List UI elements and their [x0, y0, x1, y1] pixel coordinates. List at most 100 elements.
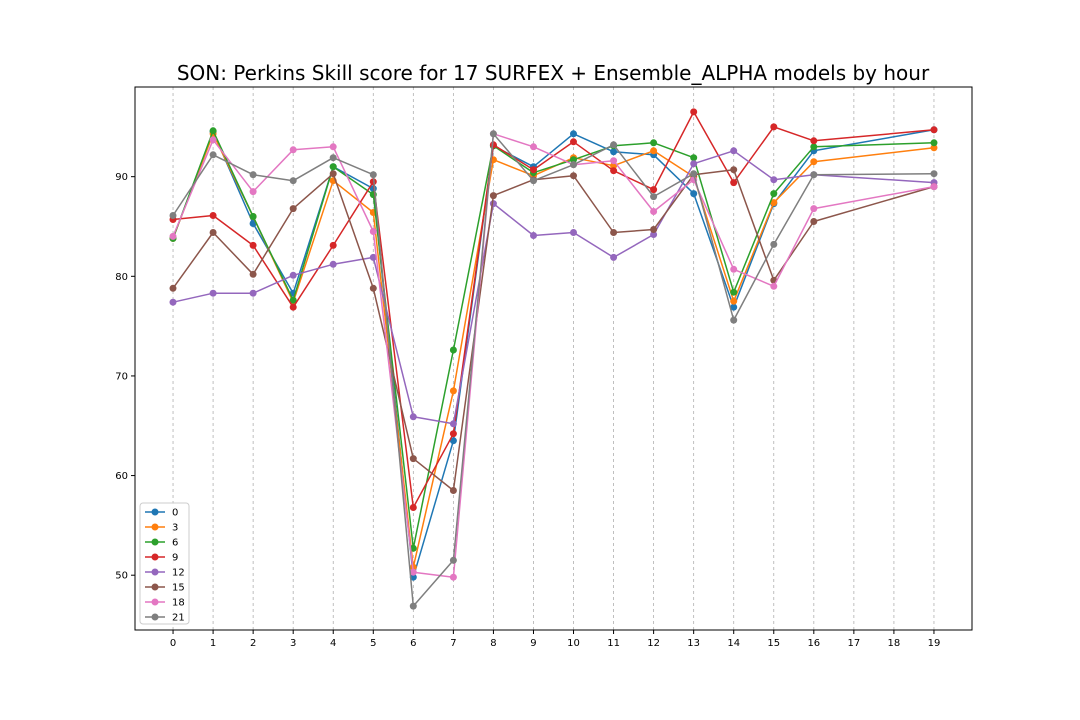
data-point-12: [530, 232, 537, 239]
data-point-3: [650, 147, 658, 155]
data-point-0: [449, 437, 457, 445]
data-point-15: [409, 455, 417, 463]
series-line-21: [172, 133, 935, 607]
data-point-15: [329, 170, 337, 178]
data-point-6: [409, 544, 417, 552]
data-point-15: [449, 487, 457, 494]
data-point-9: [329, 241, 337, 249]
x-tick-label: 2: [250, 638, 256, 649]
x-tick-label: 19: [928, 638, 941, 649]
data-point-21: [770, 240, 778, 248]
legend-marker-12: [151, 568, 159, 576]
data-point-9: [570, 138, 577, 146]
y-tick-label: 90: [115, 172, 128, 183]
data-point-12: [610, 253, 618, 261]
data-point-12: [770, 176, 778, 184]
x-tick-label: 12: [647, 638, 660, 649]
data-point-18: [770, 282, 778, 290]
data-point-18: [930, 183, 938, 191]
data-point-3: [730, 297, 738, 305]
data-point-9: [209, 212, 217, 219]
data-point-21: [650, 193, 658, 201]
data-point-9: [810, 137, 818, 145]
data-point-9: [530, 166, 537, 174]
legend-box: [139, 502, 190, 625]
data-point-15: [570, 172, 577, 180]
data-point-9: [289, 303, 297, 311]
legend-label-12: 12: [172, 568, 185, 579]
data-point-12: [650, 231, 658, 238]
data-point-9: [449, 430, 457, 438]
y-tick-label: 60: [115, 471, 128, 482]
data-point-12: [369, 253, 377, 261]
data-point-12: [329, 260, 337, 268]
data-point-12: [209, 289, 217, 297]
data-point-15: [209, 229, 217, 236]
data-point-3: [449, 387, 457, 395]
data-point-9: [930, 126, 938, 134]
x-tick-label: 9: [530, 638, 536, 649]
data-point-21: [610, 141, 618, 149]
data-point-6: [209, 127, 217, 135]
data-point-12: [289, 271, 297, 279]
x-tick-label: 14: [727, 638, 740, 649]
data-point-6: [810, 143, 818, 151]
data-point-21: [169, 212, 177, 219]
plot-frame: [134, 86, 973, 631]
data-point-9: [650, 186, 658, 194]
data-point-15: [650, 226, 658, 233]
x-tick-label: 16: [807, 638, 820, 649]
data-point-9: [610, 167, 618, 175]
data-point-21: [730, 316, 738, 324]
data-point-15: [249, 270, 257, 278]
data-point-21: [810, 171, 818, 179]
data-point-18: [369, 228, 377, 235]
x-tick-label: 7: [450, 638, 456, 649]
x-tick-label: 17: [847, 638, 860, 649]
data-point-15: [289, 205, 297, 213]
data-point-0: [730, 303, 738, 311]
data-point-6: [770, 190, 778, 198]
data-point-3: [930, 144, 938, 152]
data-point-0: [610, 148, 618, 156]
data-point-9: [489, 141, 497, 149]
data-point-6: [329, 163, 337, 171]
x-tick-label: 18: [888, 638, 901, 649]
data-point-18: [289, 146, 297, 154]
x-tick-label: 4: [330, 638, 336, 649]
data-point-3: [770, 199, 778, 207]
x-tick-label: 15: [767, 638, 780, 649]
data-point-21: [209, 151, 217, 159]
legend-marker-0: [151, 508, 159, 516]
data-point-21: [409, 602, 417, 610]
data-point-15: [730, 166, 738, 174]
data-point-15: [810, 218, 818, 225]
data-point-9: [730, 179, 738, 187]
data-point-12: [690, 160, 698, 168]
data-point-21: [449, 556, 457, 564]
data-point-9: [770, 123, 778, 131]
data-point-6: [289, 296, 297, 304]
data-point-15: [489, 192, 497, 200]
data-point-0: [690, 190, 698, 198]
data-point-6: [930, 139, 938, 147]
x-axis: 0 1 2 3 4 5 6 7 8 9 10 11 12 13 14 15 16 17 18 19: [170, 630, 940, 649]
data-point-15: [610, 229, 618, 236]
data-point-21: [570, 161, 577, 169]
data-point-18: [650, 208, 658, 215]
x-tick-label: 6: [410, 638, 416, 649]
legend-marker-3: [151, 523, 159, 531]
legend-label-18: 18: [172, 598, 185, 609]
x-tick-label: 11: [607, 638, 620, 649]
data-point-6: [570, 156, 577, 164]
y-tick-label: 50: [115, 571, 128, 582]
series-line-15: [172, 168, 935, 492]
data-point-12: [249, 289, 257, 297]
data-point-9: [249, 241, 257, 249]
legend-marker-15: [151, 583, 159, 591]
y-axis: 50 60 70 80 90: [115, 172, 135, 582]
data-point-18: [610, 157, 618, 165]
data-point-18: [249, 188, 257, 196]
series-group: [169, 108, 938, 610]
